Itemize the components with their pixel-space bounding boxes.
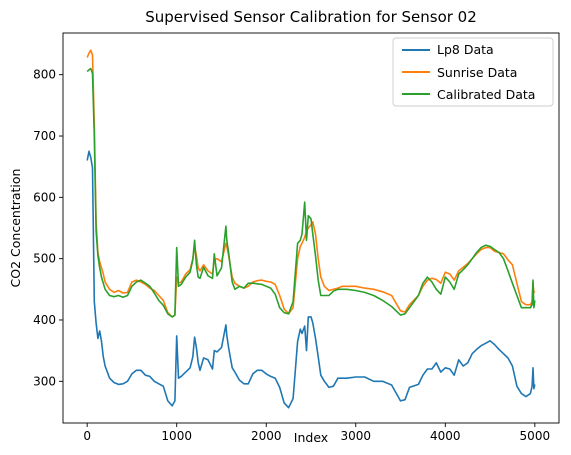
y-tick-label: 800 (33, 68, 56, 82)
y-tick-label: 700 (33, 129, 56, 143)
legend: Lp8 Data Sunrise Data Calibrated Data (392, 37, 554, 107)
y-tick-label: 500 (33, 252, 56, 266)
x-tick-label: 5000 (520, 429, 551, 443)
x-tick-label: 0 (83, 429, 91, 443)
y-tick-label: 400 (33, 313, 56, 327)
y-axis: 300 400 500 600 700 800 (33, 68, 63, 388)
x-tick-label: 1000 (161, 429, 192, 443)
y-axis-label: CO2 Concentration (8, 169, 23, 288)
x-tick-label: 4000 (430, 429, 461, 443)
y-tick-label: 300 (33, 374, 56, 388)
legend-label-sunrise: Sunrise Data (437, 65, 517, 80)
series-line-calibrated-data (86, 67, 536, 318)
legend-label-lp8: Lp8 Data (437, 42, 494, 57)
chart-title: Supervised Sensor Calibration for Sensor… (145, 8, 477, 26)
plot-frame (62, 32, 560, 424)
series-line-lp8-data (86, 150, 536, 409)
y-tick-label: 600 (33, 190, 56, 204)
legend-label-calibrated: Calibrated Data (437, 87, 535, 102)
series-line-sunrise-data (86, 49, 536, 318)
legend-box (392, 37, 554, 107)
x-tick-label: 2000 (251, 429, 282, 443)
x-axis-label: Index (294, 430, 328, 445)
x-axis: 0 1000 2000 3000 4000 5000 (83, 423, 550, 443)
plot-area (86, 49, 536, 409)
x-tick-label: 3000 (340, 429, 371, 443)
